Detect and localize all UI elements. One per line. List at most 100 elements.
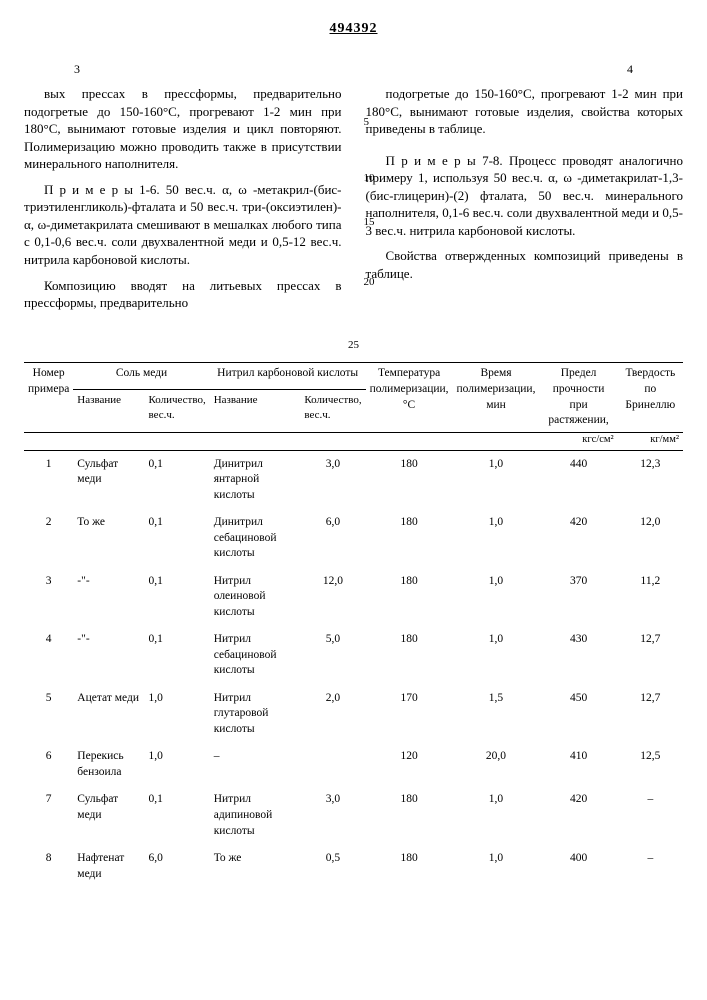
table-cell: 0,1 — [144, 509, 209, 568]
right-para-1: подогретые до 150-160°С, прогревают 1-2 … — [366, 85, 684, 138]
table-cell: 180 — [366, 626, 453, 685]
left-para-3: Композицию вводят на литьевых прессах в … — [24, 277, 342, 312]
table-cell: 0,5 — [300, 845, 365, 888]
table-cell: Сульфат меди — [73, 786, 144, 845]
table-cell: 12,0 — [300, 568, 365, 627]
page-mark-left: 3 — [74, 61, 80, 77]
document-number: 494392 — [24, 20, 683, 39]
col-header-nitrile: Нитрил карбоновой кислоты — [210, 363, 366, 389]
left-para-1: вых прессах в прессформы, предварительно… — [24, 85, 342, 173]
right-para-2: П р и м е р ы 7-8. Процесс проводят анал… — [366, 152, 684, 240]
table-cell: – — [210, 743, 301, 786]
table-cell: 1,0 — [453, 626, 540, 685]
right-para-3: Свойства отвержденных композиций приведе… — [366, 247, 684, 282]
col-header-salt: Соль меди — [73, 363, 209, 389]
col-header-strength: Предел прочности при растяжении, — [539, 363, 617, 432]
left-column: вых прессах в прессформы, предварительно… — [24, 85, 342, 320]
table-row: 7Сульфат меди0,1Нитрил адипиновой кислот… — [24, 786, 683, 845]
col-header-time: Время полимеризации, мин — [453, 363, 540, 432]
table-cell: 1,0 — [144, 743, 209, 786]
table-cell: 12,5 — [618, 743, 683, 786]
table-cell: То же — [210, 845, 301, 888]
table-cell: 1,5 — [453, 685, 540, 744]
col-unit-hardness: кг/мм² — [618, 432, 683, 450]
table-cell: 440 — [539, 451, 617, 510]
table-cell: Ацетат меди — [73, 685, 144, 744]
table-cell: 120 — [366, 743, 453, 786]
data-table: Номер примера Соль меди Нитрил карбоново… — [24, 362, 683, 888]
table-cell: 180 — [366, 568, 453, 627]
center-line-marker: 25 — [24, 338, 683, 353]
table-cell: 180 — [366, 845, 453, 888]
table-cell: Нафтенат меди — [73, 845, 144, 888]
table-cell: 1 — [24, 451, 73, 510]
table-cell: 1,0 — [453, 845, 540, 888]
table-cell: 3,0 — [300, 786, 365, 845]
table-cell: 11,2 — [618, 568, 683, 627]
table-cell: 2 — [24, 509, 73, 568]
text-columns: вых прессах в прессформы, предварительно… — [24, 85, 683, 320]
line-marker: 10 — [364, 171, 375, 186]
line-marker: 15 — [364, 215, 375, 230]
table-cell — [300, 743, 365, 786]
table-cell: Динитрил себациновой кислоты — [210, 509, 301, 568]
table-row: 1Сульфат меди0,1Динитрил янтарной кислот… — [24, 451, 683, 510]
table-cell: -"- — [73, 626, 144, 685]
table-cell: 430 — [539, 626, 617, 685]
line-marker: 5 — [364, 115, 370, 130]
col-header-number: Номер примера — [24, 363, 73, 432]
table-cell: 400 — [539, 845, 617, 888]
table-cell: 370 — [539, 568, 617, 627]
table-cell: 12,7 — [618, 626, 683, 685]
table-cell: 180 — [366, 786, 453, 845]
table-cell: 0,1 — [144, 626, 209, 685]
col-subheader-nitrile-qty: Количество, вес.ч. — [300, 389, 365, 432]
table-cell: 180 — [366, 451, 453, 510]
table-row: 4-"-0,1Нитрил себациновой кислоты5,01801… — [24, 626, 683, 685]
table-row: 2То же0,1Динитрил себациновой кислоты6,0… — [24, 509, 683, 568]
col-header-hardness: Твердость по Бринеллю — [618, 363, 683, 432]
table-cell: -"- — [73, 568, 144, 627]
table-cell: 3,0 — [300, 451, 365, 510]
table-cell: 5 — [24, 685, 73, 744]
table-cell: – — [618, 845, 683, 888]
left-para-2: П р и м е р ы 1-6. 50 вес.ч. α, ω -метак… — [24, 181, 342, 269]
table-cell: То же — [73, 509, 144, 568]
table-cell: 5,0 — [300, 626, 365, 685]
table-cell: 6,0 — [144, 845, 209, 888]
col-header-temp: Температура полимеризации, °С — [366, 363, 453, 432]
table-cell: 1,0 — [453, 786, 540, 845]
table-cell: 6,0 — [300, 509, 365, 568]
table-cell: 1,0 — [144, 685, 209, 744]
table-cell: Перекись бензоила — [73, 743, 144, 786]
table-cell: 420 — [539, 786, 617, 845]
table-cell: 2,0 — [300, 685, 365, 744]
table-cell: 4 — [24, 626, 73, 685]
table-cell: 1,0 — [453, 509, 540, 568]
col-unit-strength: кгс/см² — [539, 432, 617, 450]
table-cell: 12,3 — [618, 451, 683, 510]
col-subheader-salt-qty: Количество, вес.ч. — [144, 389, 209, 432]
table-cell: 20,0 — [453, 743, 540, 786]
table-row: 5Ацетат меди1,0Нитрил глутаровой кислоты… — [24, 685, 683, 744]
table-cell: Нитрил адипиновой кислоты — [210, 786, 301, 845]
table-cell: 410 — [539, 743, 617, 786]
table-cell: Сульфат меди — [73, 451, 144, 510]
table-row: 3-"-0,1Нитрил олеиновой кислоты12,01801,… — [24, 568, 683, 627]
table-cell: – — [618, 786, 683, 845]
table-cell: 0,1 — [144, 451, 209, 510]
table-cell: 12,0 — [618, 509, 683, 568]
table-cell: Нитрил себациновой кислоты — [210, 626, 301, 685]
page-marks: 3 4 — [74, 61, 633, 77]
table-cell: 8 — [24, 845, 73, 888]
table-cell: 170 — [366, 685, 453, 744]
table-cell: Нитрил глутаровой кислоты — [210, 685, 301, 744]
table-cell: 6 — [24, 743, 73, 786]
right-column: 5 10 15 20 подогретые до 150-160°С, прог… — [366, 85, 684, 320]
table-row: 8Нафтенат меди6,0То же0,51801,0400– — [24, 845, 683, 888]
page-mark-right: 4 — [627, 61, 633, 77]
table-cell: 12,7 — [618, 685, 683, 744]
col-subheader-salt-name: Название — [73, 389, 144, 432]
line-marker: 20 — [364, 275, 375, 290]
table-cell: Нитрил олеиновой кислоты — [210, 568, 301, 627]
